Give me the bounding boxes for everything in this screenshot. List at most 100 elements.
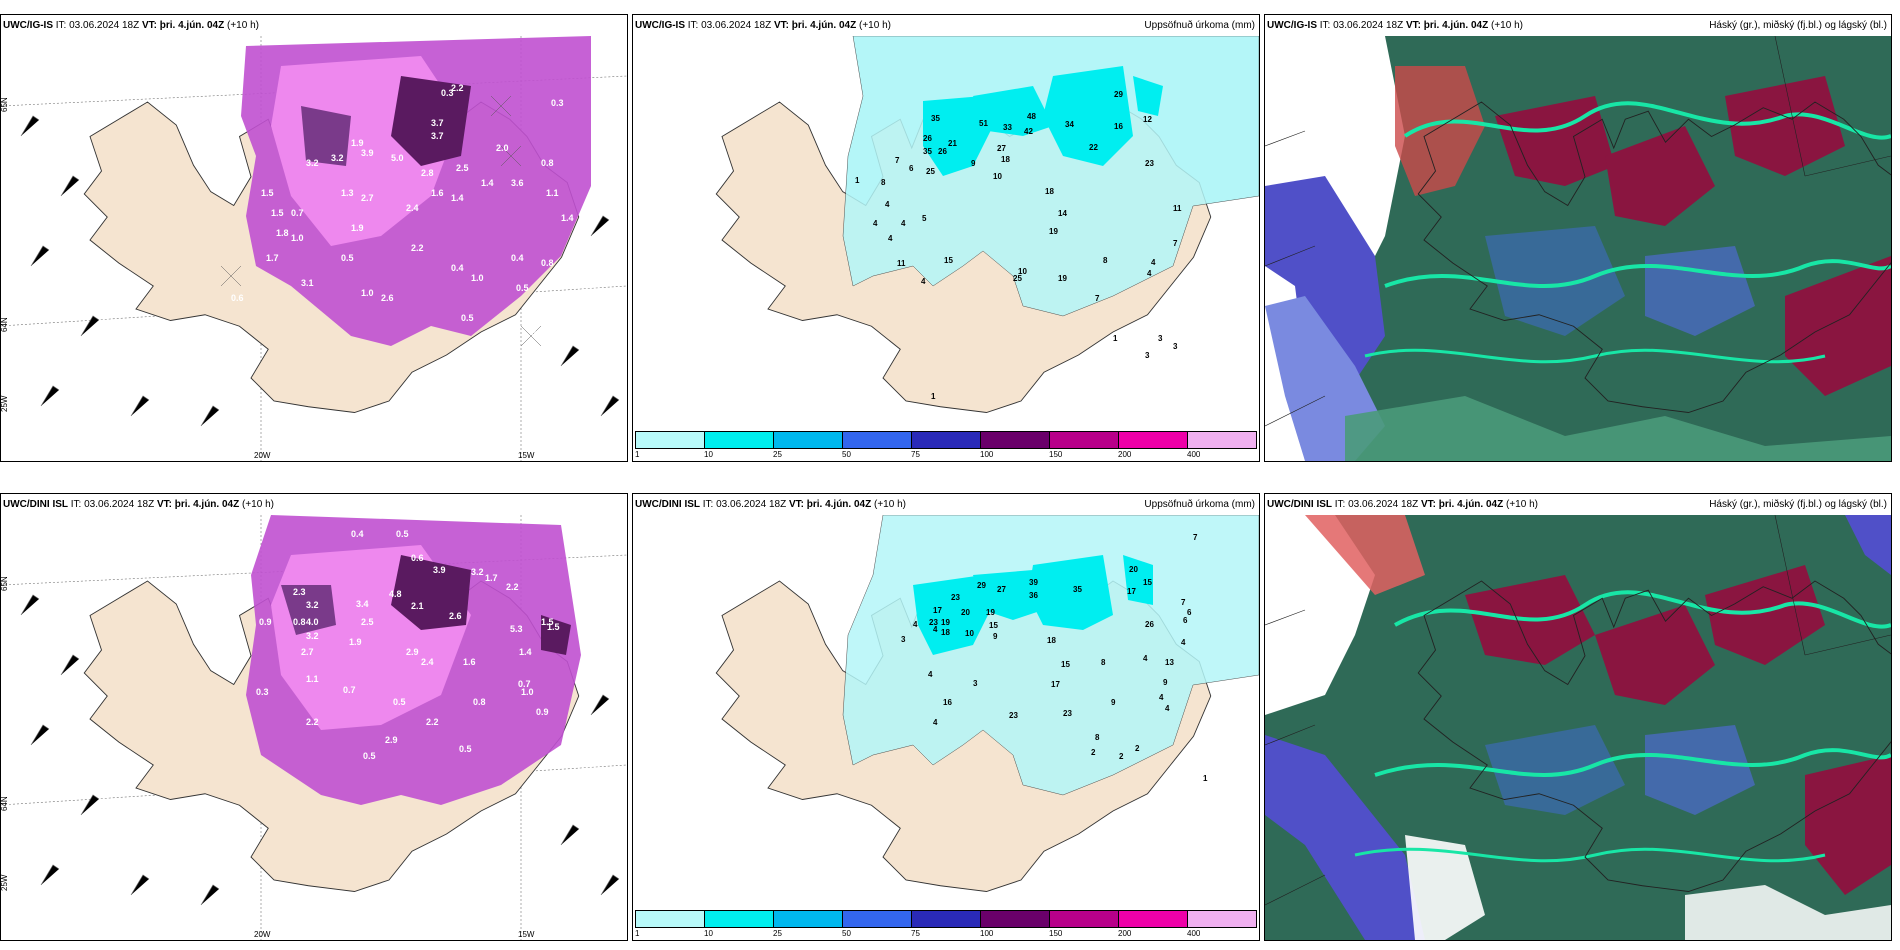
value-label: 4 <box>873 219 878 228</box>
it-value: 03.06.2024 18Z <box>716 499 787 510</box>
value-label: 3 <box>1145 351 1150 360</box>
value-label: 35 <box>931 114 940 123</box>
value-label: 4 <box>933 625 938 634</box>
value-label: 2.5 <box>456 163 469 173</box>
value-label: 15 <box>989 621 998 630</box>
value-label: 6 <box>1187 608 1192 617</box>
value-label: 1.0 <box>361 288 374 298</box>
value-label: 0.8 <box>293 617 306 627</box>
legend-swatch <box>843 432 912 448</box>
axis-label-20w: 20W <box>254 930 271 939</box>
lead-time: (+10 h) <box>1506 499 1538 510</box>
value-label: 3 <box>973 679 978 688</box>
value-label: 2.2 <box>426 717 439 727</box>
panel-title: UWC/IG-IS IT: 03.06.2024 18Z VT: þri. 4.… <box>1 15 627 36</box>
value-label: 1.5 <box>541 617 554 627</box>
panel-top-right: UWC/IG-IS IT: 03.06.2024 18Z VT: þri. 4.… <box>1264 14 1892 462</box>
value-label: 25 <box>926 167 935 176</box>
value-label: 1.9 <box>351 138 364 148</box>
legend-colorbar <box>635 910 1257 928</box>
legend-swatch <box>912 911 981 927</box>
value-label: 7 <box>1173 239 1178 248</box>
model-name: UWC/DINI ISL <box>635 499 700 510</box>
value-label: 4 <box>1165 704 1170 713</box>
vt-label: VT: <box>156 499 172 510</box>
legend-tick: 150 <box>1049 450 1063 459</box>
model-name: UWC/IG-IS <box>1267 20 1317 31</box>
value-label: 0.6 <box>301 413 314 423</box>
value-label: 1.0 <box>521 687 534 697</box>
value-label: 0.4 <box>531 775 544 785</box>
value-label: 4 <box>913 620 918 629</box>
axis-label-25w: 25W <box>1 395 9 412</box>
value-label: 11 <box>1173 204 1182 213</box>
value-label: 1 <box>855 176 860 185</box>
value-label: 3 <box>1158 334 1163 343</box>
value-label: 1.7 <box>485 573 498 583</box>
axis-label-25w: 25W <box>1 874 9 891</box>
axis-label-65n: 65N <box>1 97 9 112</box>
value-label: 23 <box>1145 159 1154 168</box>
legend-tick: 25 <box>773 450 782 459</box>
value-label: 16 <box>943 698 952 707</box>
it-value: 03.06.2024 18Z <box>701 20 772 31</box>
legend-tick: 50 <box>842 450 851 459</box>
precip-legend: 1 10 25 50 75 100 150 200 400 <box>633 431 1259 461</box>
vt-value: þri. 4.jún. 04Z <box>791 20 857 31</box>
legend-swatch <box>1050 432 1119 448</box>
snow-values: 0.3 3.7 3.7 2.2 0.3 1.9 1.4 1.5 0.8 1.0 … <box>231 83 574 423</box>
value-label: 8 <box>1095 733 1100 742</box>
product-title: Uppsöfnuð úrkoma (mm) <box>1144 20 1255 31</box>
value-label: 2.6 <box>449 611 462 621</box>
legend-ticks: 1 10 25 50 75 100 150 200 400 <box>635 929 1257 940</box>
value-label: 4 <box>1159 693 1164 702</box>
value-label: 0.3 <box>551 98 564 108</box>
value-label: 3.2 <box>306 158 319 168</box>
value-label: 14 <box>1058 209 1067 218</box>
value-label: 5.3 <box>510 624 523 634</box>
legend-tick: 200 <box>1118 450 1132 459</box>
value-label: 4.0 <box>306 617 319 627</box>
value-label: 18 <box>941 628 950 637</box>
value-label: 7 <box>1181 598 1186 607</box>
value-label: 1.0 <box>291 233 304 243</box>
legend-colorbar <box>635 431 1257 449</box>
value-label: 0.5 <box>516 283 529 293</box>
legend-tick: 75 <box>911 929 920 938</box>
value-label: 0.5 <box>396 529 409 539</box>
precip-map: 23 17 23 19 18 20 29 27 10 19 15 39 36 3… <box>633 515 1259 940</box>
it-label: IT: <box>702 499 714 510</box>
value-label: 48 <box>1027 112 1036 121</box>
value-label: 8 <box>1101 658 1106 667</box>
legend-swatch <box>636 432 705 448</box>
it-value: 03.06.2024 18Z <box>69 20 140 31</box>
value-label: 12 <box>1143 115 1152 124</box>
value-label: 17 <box>933 606 942 615</box>
value-label: 4 <box>1151 258 1156 267</box>
value-label: 3 <box>901 635 906 644</box>
value-label: 7 <box>1193 533 1198 542</box>
value-label: 22 <box>1089 143 1098 152</box>
value-label: 3.6 <box>511 178 524 188</box>
vt-value: þri. 4.jún. 04Z <box>1423 20 1489 31</box>
value-label: 2.3 <box>293 587 306 597</box>
value-label: 2.1 <box>411 601 424 611</box>
value-label: 3.2 <box>306 631 319 641</box>
legend-swatch <box>981 911 1050 927</box>
value-label: 1.1 <box>546 188 559 198</box>
value-label: 3.9 <box>361 148 374 158</box>
value-label: 51 <box>979 119 988 128</box>
value-label: 5.0 <box>391 153 404 163</box>
value-label: 20 <box>961 608 970 617</box>
value-label: 1 <box>1203 774 1208 783</box>
panel-title: UWC/DINI ISL IT: 03.06.2024 18Z VT: þri.… <box>1265 494 1891 515</box>
value-label: 23 <box>1063 709 1072 718</box>
value-label: 18 <box>1047 636 1056 645</box>
axis-label-15w: 15W <box>518 930 535 939</box>
value-label: 2.8 <box>421 168 434 178</box>
value-label: 1.4 <box>561 213 574 223</box>
value-label: 6 <box>909 164 914 173</box>
value-label: 0.6 <box>231 293 244 303</box>
value-label: 2.2 <box>411 243 424 253</box>
value-label: 1.6 <box>463 657 476 667</box>
